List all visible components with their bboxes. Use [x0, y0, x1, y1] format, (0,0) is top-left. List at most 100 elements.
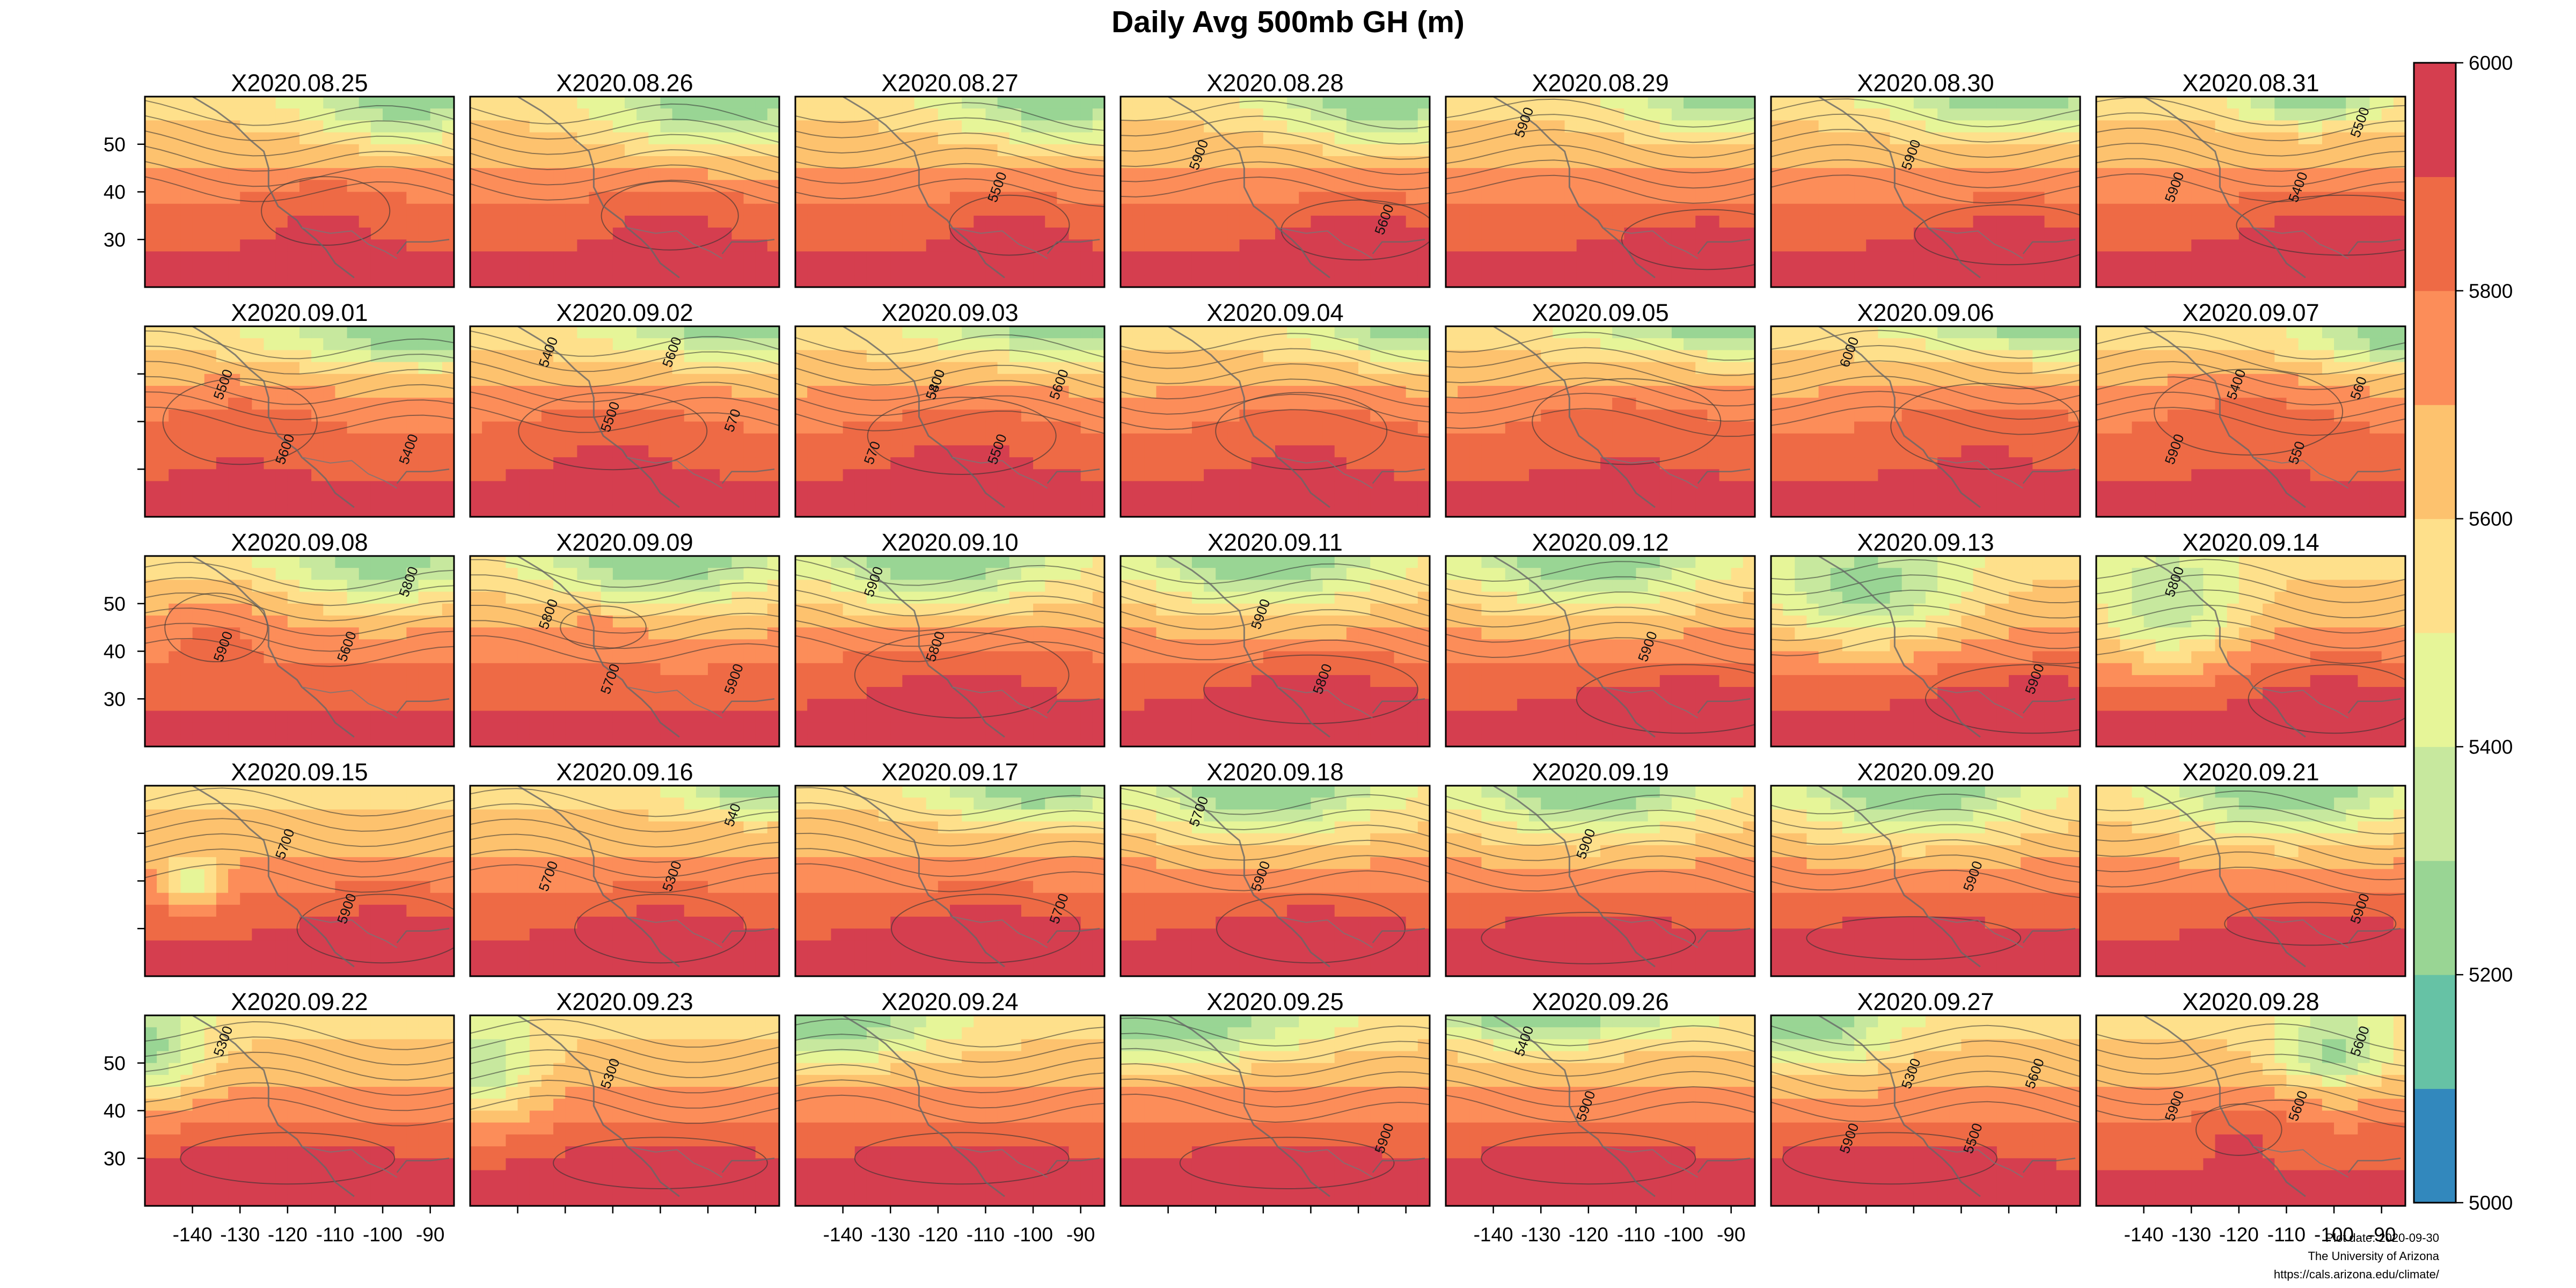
map-panel-field: 5900 [1446, 97, 1755, 287]
panel-title: X2020.09.23 [556, 988, 693, 1015]
panel-title: X2020.09.22 [231, 988, 368, 1015]
map-panel-frame [1445, 555, 1756, 748]
map-panel-frame [469, 1014, 780, 1207]
colorbar-label: 5800 [2469, 280, 2513, 302]
panel-title: X2020.08.29 [1532, 69, 1668, 97]
panel-title: X2020.09.16 [556, 758, 693, 786]
colorbar-segment [2414, 747, 2456, 861]
x-tick-label: -110 [967, 1224, 1005, 1246]
panel-title: X2020.09.01 [231, 299, 368, 326]
colorbar-segment [2414, 633, 2456, 747]
map-panel-field: 5900 [1771, 556, 2080, 747]
y-tick-label: 30 [104, 1147, 126, 1169]
colorbar-segment [2414, 290, 2456, 405]
footer-credits: Plot date: 2020-09-30 The University of … [2274, 1229, 2439, 1284]
x-tick-label: -110 [2267, 1224, 2306, 1246]
map-panel-field [470, 97, 779, 287]
panel-title: X2020.08.27 [881, 69, 1018, 97]
panel-title: X2020.08.25 [231, 69, 368, 97]
map-panel-field: 5300 [145, 1015, 454, 1206]
colorbar-label: 5000 [2469, 1192, 2513, 1214]
panel-title: X2020.09.02 [556, 299, 693, 326]
map-panel-frame [1119, 325, 1431, 518]
x-tick-label: -100 [1664, 1224, 1703, 1246]
map-panel-frame [1445, 325, 1756, 518]
x-tick-label: -100 [1013, 1224, 1053, 1246]
panel-title: X2020.09.20 [1857, 758, 1994, 786]
colorbar-segment [2414, 860, 2456, 975]
panel-title: X2020.09.05 [1532, 299, 1668, 326]
map-panel-field: 5700 [795, 786, 1104, 976]
y-tick-label: 30 [104, 688, 126, 710]
panel-title: X2020.09.21 [2182, 758, 2319, 786]
x-tick-label: -130 [1521, 1224, 1561, 1246]
panel-title: X2020.09.18 [1206, 758, 1343, 786]
map-panel-frame [1119, 785, 1431, 977]
map-panel-frame [1445, 785, 1756, 977]
colorbar-segment [2414, 975, 2456, 1089]
panel-title: X2020.09.17 [881, 758, 1018, 786]
x-tick-label: -120 [1569, 1224, 1608, 1246]
x-tick-label: -90 [1717, 1224, 1745, 1246]
map-panel-frame [1770, 785, 2081, 977]
map-panel-frame [1445, 96, 1756, 288]
map-panel-field [795, 1015, 1104, 1206]
x-tick-label: -120 [268, 1224, 308, 1246]
panel-title: X2020.09.28 [2182, 988, 2319, 1015]
x-tick-label: -100 [2314, 1224, 2354, 1246]
map-panel-frame [2095, 96, 2406, 288]
x-tick-label: -130 [220, 1224, 260, 1246]
footer-url: https://cals.arizona.edu/climate/ [2273, 1268, 2439, 1281]
x-tick-label: -120 [2219, 1224, 2259, 1246]
map-panel-field: 5800 [2096, 556, 2405, 747]
x-tick-label: -100 [363, 1224, 402, 1246]
map-panel-field: 5300 [470, 1015, 779, 1206]
panel-title: X2020.09.12 [1532, 529, 1668, 556]
panel-title: X2020.09.04 [1206, 299, 1343, 326]
map-panel-frame [1770, 555, 2081, 748]
chart-title: Daily Avg 500mb GH (m) [1111, 5, 1465, 39]
map-panel-frame [469, 96, 780, 288]
x-tick-label: -110 [316, 1224, 354, 1246]
x-tick-label: -90 [416, 1224, 444, 1246]
colorbar-segment [2414, 177, 2456, 291]
x-tick-label: -130 [2171, 1224, 2211, 1246]
panel-title: X2020.08.28 [1206, 69, 1343, 97]
x-tick-label: -90 [2367, 1224, 2396, 1246]
x-tick-label: -140 [2124, 1224, 2164, 1246]
map-panel-frame [1119, 1014, 1431, 1207]
panel-title: X2020.09.14 [2182, 529, 2319, 556]
map-panel-frame [794, 555, 1106, 748]
y-tick-label: 30 [104, 229, 126, 251]
map-panel-frame [1770, 96, 2081, 288]
map-panel-field: 5900 [2096, 786, 2405, 976]
map-panel-field: 5500 [795, 97, 1104, 287]
footer-institution: The University of Arizona [2308, 1249, 2439, 1263]
panel-title: X2020.09.07 [2182, 299, 2319, 326]
colorbar-label: 6000 [2469, 52, 2513, 74]
map-panel-frame [794, 785, 1106, 977]
map-panel-frame [469, 325, 780, 518]
map-panel-frame [469, 555, 780, 748]
panel-title: X2020.09.19 [1532, 758, 1668, 786]
panel-title: X2020.08.30 [1857, 69, 1994, 97]
colorbar-label: 5600 [2469, 508, 2513, 530]
colorbar-segment [2414, 1088, 2456, 1203]
map-panel-field [145, 97, 454, 287]
map-panel-field: 5900 [1446, 786, 1755, 976]
map-panel-frame [794, 325, 1106, 518]
